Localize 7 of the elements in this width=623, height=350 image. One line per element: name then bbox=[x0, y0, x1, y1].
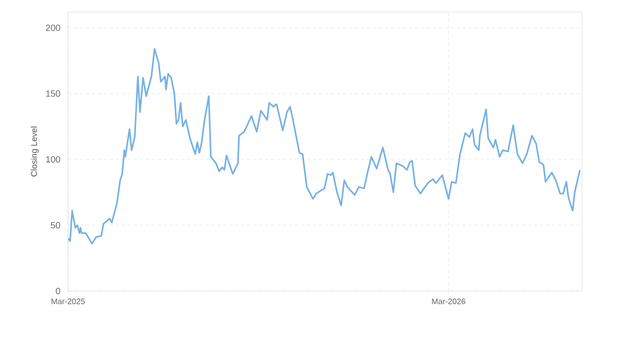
y-tick-label: 200 bbox=[46, 24, 60, 31]
y-tick-label: 0 bbox=[56, 288, 60, 294]
y-axis-title: Closing Level bbox=[30, 126, 39, 176]
y-tick-label: 100 bbox=[46, 156, 60, 163]
y-tick-label: 150 bbox=[46, 90, 60, 97]
y-tick-label: 50 bbox=[50, 222, 60, 228]
line-series bbox=[68, 48, 581, 244]
